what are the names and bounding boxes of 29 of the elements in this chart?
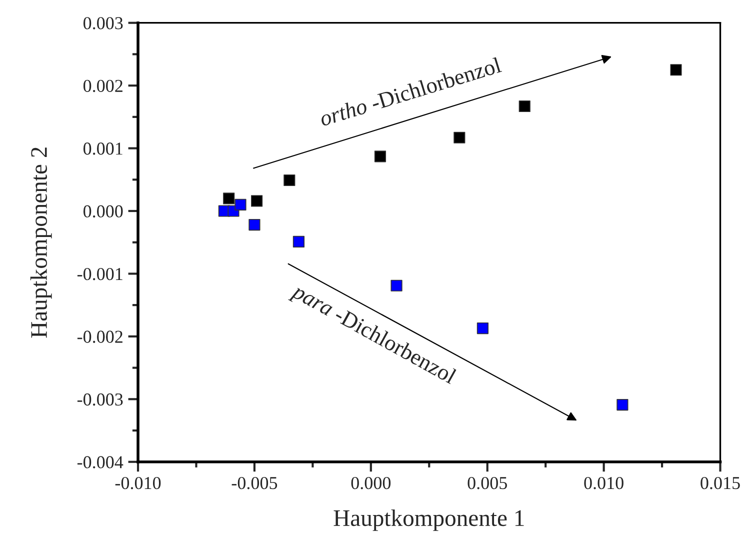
point (454, 132, 466, 144)
x-axis-title: Hauptkomponente 1 (334, 509, 524, 531)
point (390, 280, 402, 292)
point (374, 150, 386, 162)
x-tick-label: 0.000 (351, 476, 391, 490)
y-tick-label: 0.003 (83, 17, 123, 30)
y-axis-title: Hauptkomponente 2 (30, 148, 52, 338)
x-tick-label: 0.010 (584, 476, 624, 490)
y-tick-label: 0.000 (83, 205, 123, 218)
point (518, 100, 530, 112)
y-tick-label: -0.002 (77, 330, 122, 343)
x-tick-label: 0.015 (700, 476, 740, 490)
point (616, 398, 628, 411)
y-tick-label: -0.004 (77, 456, 124, 468)
point (670, 64, 682, 76)
point (476, 322, 489, 334)
point (223, 192, 235, 204)
point (248, 218, 260, 231)
x-tick-label: -0.005 (232, 476, 278, 490)
x-tick-label: -0.010 (115, 476, 161, 490)
point (292, 236, 305, 248)
point (284, 174, 296, 186)
point (234, 198, 246, 211)
y-tick-label: 0.002 (83, 80, 122, 92)
point (250, 195, 263, 207)
y-tick-label: 0.001 (83, 142, 122, 155)
y-tick-label: -0.003 (77, 393, 123, 406)
y-tick-label: -0.001 (77, 268, 122, 280)
x-tick-label: 0.005 (468, 476, 507, 490)
